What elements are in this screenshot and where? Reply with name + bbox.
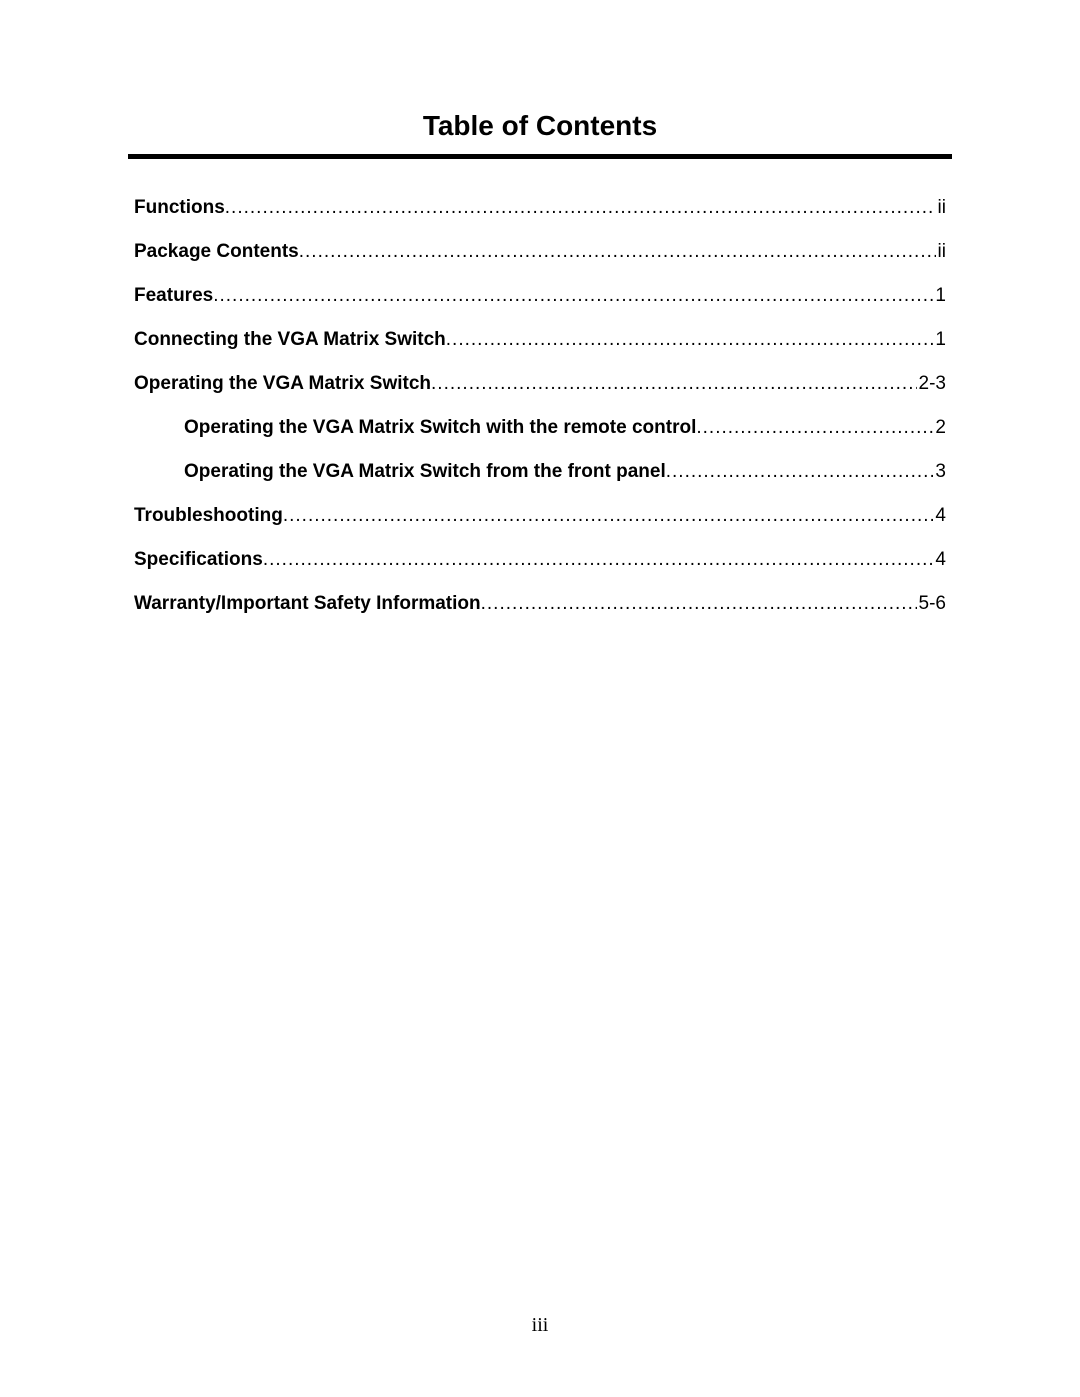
title-underline	[128, 154, 952, 159]
toc-leader	[431, 373, 917, 395]
toc-leader	[446, 329, 934, 351]
toc-page: 1	[933, 285, 946, 307]
toc-page: ii	[936, 241, 946, 263]
toc-entry: Operating the VGA Matrix Switch 2-3	[134, 373, 946, 395]
toc-page: 1	[933, 329, 946, 351]
toc-leader	[263, 549, 934, 571]
page-container: Table of Contents Functions ii Package C…	[0, 0, 1080, 615]
toc-entry-sub: Operating the VGA Matrix Switch with the…	[134, 417, 946, 439]
toc-page: 2	[933, 417, 946, 439]
toc-entry: Troubleshooting 4	[134, 505, 946, 527]
toc-list: Functions ii Package Contents ii Feature…	[128, 197, 952, 615]
toc-entry: Connecting the VGA Matrix Switch 1	[134, 329, 946, 351]
toc-leader	[299, 241, 936, 263]
toc-title: Table of Contents	[128, 110, 952, 142]
toc-page: 5-6	[917, 593, 946, 615]
toc-entry: Package Contents ii	[134, 241, 946, 263]
toc-leader	[213, 285, 933, 307]
toc-label: Connecting the VGA Matrix Switch	[134, 329, 446, 351]
toc-leader	[481, 593, 917, 615]
toc-entry-sub: Operating the VGA Matrix Switch from the…	[134, 461, 946, 483]
toc-entry: Features 1	[134, 285, 946, 307]
toc-page: 2-3	[917, 373, 946, 395]
toc-label: Warranty/Important Safety Information	[134, 593, 481, 615]
page-number: iii	[0, 1314, 1080, 1337]
toc-leader	[696, 417, 933, 439]
toc-label: Features	[134, 285, 213, 307]
toc-entry: Functions ii	[134, 197, 946, 219]
toc-page: 3	[933, 461, 946, 483]
toc-label: Package Contents	[134, 241, 299, 263]
toc-label: Troubleshooting	[134, 505, 283, 527]
toc-label: Operating the VGA Matrix Switch	[134, 373, 431, 395]
toc-page: 4	[933, 549, 946, 571]
toc-label: Operating the VGA Matrix Switch with the…	[184, 417, 696, 439]
toc-leader	[666, 461, 934, 483]
toc-page: ii	[936, 197, 946, 219]
toc-entry: Specifications 4	[134, 549, 946, 571]
toc-page: 4	[933, 505, 946, 527]
toc-label: Specifications	[134, 549, 263, 571]
toc-leader	[283, 505, 934, 527]
toc-entry: Warranty/Important Safety Information 5-…	[134, 593, 946, 615]
toc-leader	[225, 197, 936, 219]
toc-label: Operating the VGA Matrix Switch from the…	[184, 461, 666, 483]
toc-label: Functions	[134, 197, 225, 219]
